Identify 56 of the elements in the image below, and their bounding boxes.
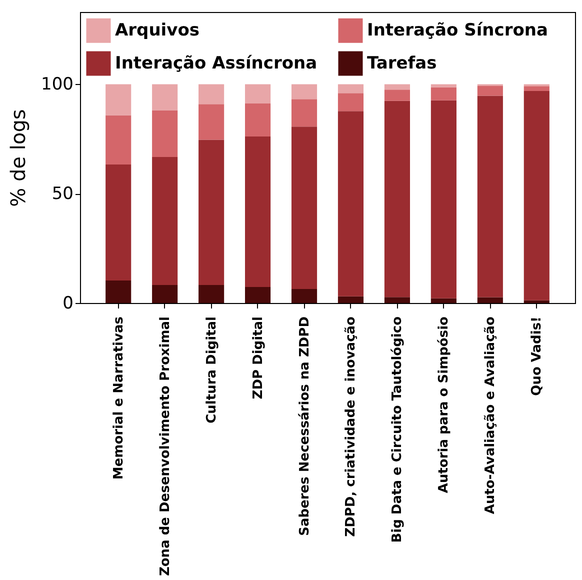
legend-label: Tarefas — [367, 54, 437, 74]
bar — [152, 110, 178, 158]
x-tick-label: Big Data e Circuito Tautológico — [390, 316, 406, 543]
bar — [152, 157, 178, 286]
bar — [106, 84, 132, 116]
x-tick-label: Saberes Necessários na ZDPD — [297, 316, 312, 536]
legend-label: Arquivos — [115, 20, 200, 41]
x-tick-label: Quo Vadis! — [530, 316, 545, 396]
y-tick-label: 100 — [41, 74, 74, 95]
bar — [291, 288, 318, 303]
bar — [477, 86, 503, 96]
bar — [338, 296, 364, 303]
bar — [198, 285, 224, 303]
bar — [384, 100, 410, 298]
bar — [477, 297, 503, 303]
bar — [198, 104, 224, 140]
bar — [430, 298, 456, 303]
x-tick-label: Auto-Avaliação e Avaliação — [483, 316, 498, 514]
bar — [430, 100, 456, 298]
x-tick-label: ZDPD, criatividade e inovação — [344, 316, 359, 537]
y-tick-label: 50 — [52, 184, 74, 204]
bar — [198, 84, 224, 104]
y-axis-title: % de logs — [6, 109, 30, 207]
bar — [106, 115, 132, 164]
bar — [338, 93, 364, 112]
bar — [524, 86, 550, 91]
bar — [152, 84, 178, 110]
bar — [524, 300, 550, 303]
bar — [245, 103, 271, 136]
bar — [338, 84, 364, 94]
bar — [106, 280, 132, 303]
bar — [430, 87, 456, 100]
bar — [524, 90, 550, 300]
x-tick-label: Autoria para o Simpósio — [436, 316, 452, 494]
bar — [430, 84, 456, 88]
bar — [152, 285, 178, 303]
legend-label: Interação Assíncrona — [115, 54, 318, 74]
bar — [384, 90, 410, 101]
bar — [291, 126, 318, 289]
x-tick-label: Zona de Desenvolvimento Proximal — [158, 316, 173, 576]
bar — [245, 84, 271, 104]
bar — [384, 84, 410, 90]
bar — [291, 99, 318, 127]
bar — [291, 84, 318, 100]
bar — [384, 297, 410, 303]
bar — [106, 164, 132, 280]
bar — [477, 96, 503, 298]
bar — [338, 111, 364, 296]
x-tick-label: Cultura Digital — [204, 316, 220, 424]
y-tick-label: 0 — [62, 294, 74, 314]
bar — [245, 287, 271, 303]
bar — [245, 136, 271, 288]
x-tick-label: Memorial e Narrativas — [111, 316, 126, 480]
legend-label: Interação Síncrona — [367, 20, 548, 41]
x-tick-label: ZDP Digital — [250, 316, 266, 400]
bar — [198, 140, 224, 286]
